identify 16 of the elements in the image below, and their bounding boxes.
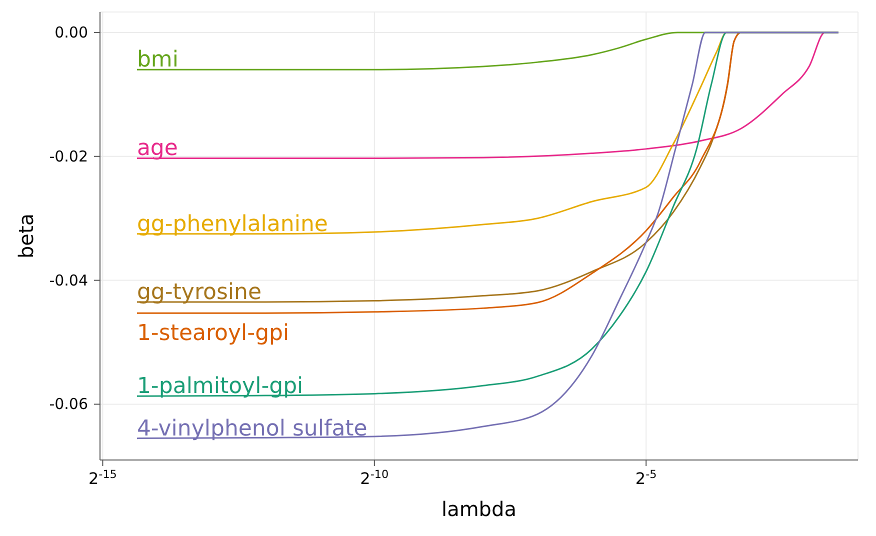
series-label: 1-palmitoyl-gpi <box>136 374 304 400</box>
series-label: bmi <box>136 48 178 73</box>
series-label: gg-phenylalanine <box>136 212 328 237</box>
y-axis-title: beta <box>14 213 38 259</box>
y-tick-label: -0.04 <box>49 271 88 290</box>
x-tick-label: 2$^{-15}$ <box>88 468 117 488</box>
x-axis-title: lambda <box>442 497 516 521</box>
series-label: 1-stearoyl-gpi <box>136 320 290 346</box>
x-tick-label: 2$^{-5}$ <box>635 468 657 488</box>
y-tick-label: -0.06 <box>49 395 88 414</box>
series-label: gg-tyrosine <box>136 280 262 305</box>
y-tick-label: 0.00 <box>54 23 88 42</box>
series-label: 4-vinylphenol sulfate <box>136 416 368 442</box>
y-tick-label: -0.02 <box>49 147 88 166</box>
x-tick-label: 2$^{-10}$ <box>360 468 389 488</box>
series-label: age <box>136 136 178 162</box>
